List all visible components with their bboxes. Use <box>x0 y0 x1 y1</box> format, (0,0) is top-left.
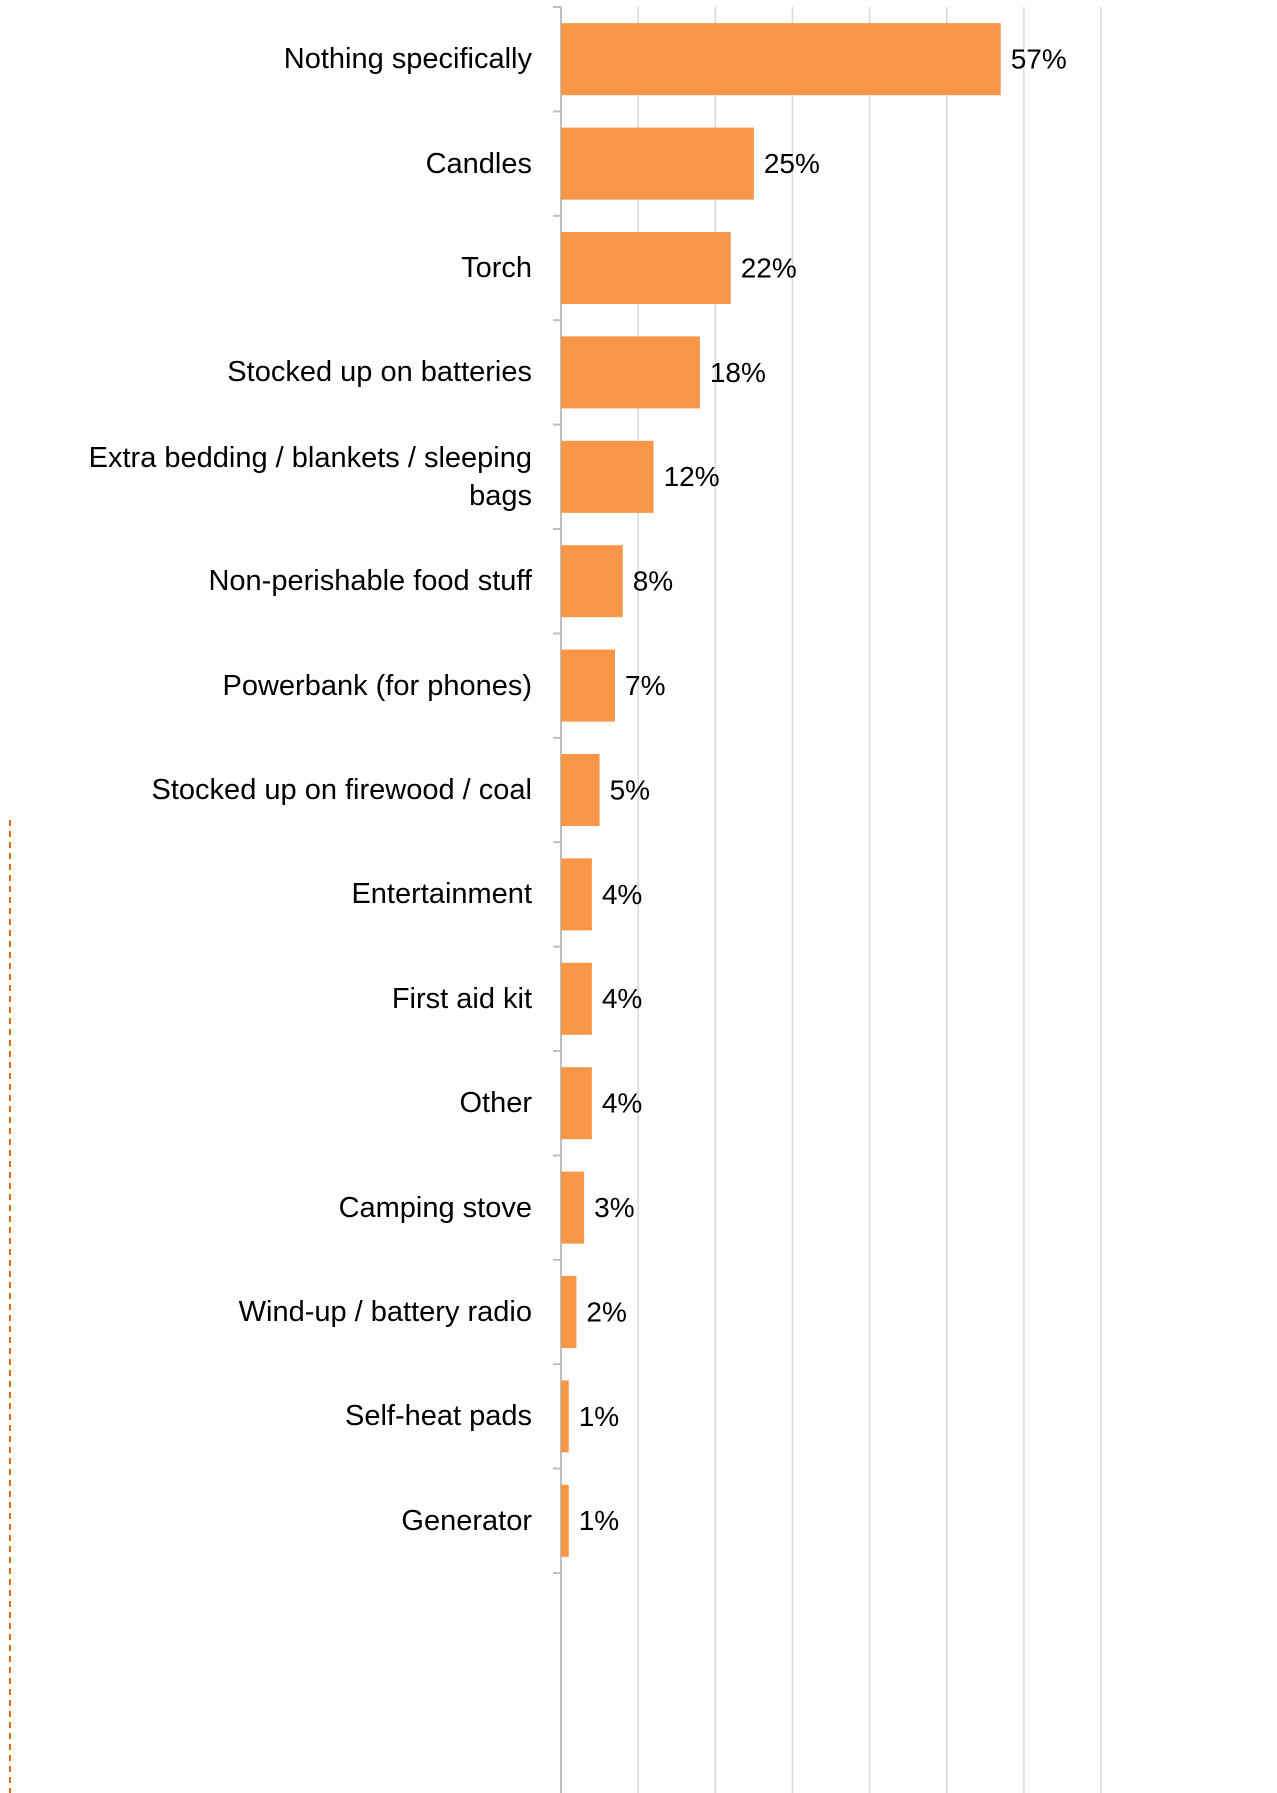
data-label: 18% <box>710 357 766 388</box>
category-label: Other <box>459 1087 532 1120</box>
data-label: 8% <box>633 566 673 597</box>
data-label: 4% <box>602 983 642 1014</box>
data-label: 1% <box>579 1401 619 1432</box>
category-label: Extra bedding / blankets / sleeping bags <box>88 441 532 512</box>
data-label: 12% <box>664 461 720 492</box>
data-label: 1% <box>579 1505 619 1536</box>
data-label: 25% <box>764 148 820 179</box>
category-label: Stocked up on firewood / coal <box>151 774 532 806</box>
bar <box>561 1380 569 1453</box>
data-label: 57% <box>1011 44 1067 75</box>
bar <box>561 127 754 200</box>
bar <box>561 545 623 618</box>
category-label: Camping stove <box>338 1191 532 1224</box>
bar <box>561 858 592 931</box>
data-label: 4% <box>602 1088 642 1119</box>
bar <box>561 1276 577 1348</box>
category-label: First aid kit <box>391 982 532 1015</box>
bar <box>561 754 600 826</box>
bar <box>561 1067 592 1140</box>
bar <box>561 962 592 1035</box>
category-label: Non-perishable food stuff <box>208 565 532 598</box>
bar <box>561 1484 569 1557</box>
category-label: Candles <box>425 147 532 180</box>
category-label: Torch <box>461 252 532 284</box>
data-label: 2% <box>586 1296 626 1327</box>
data-label: 7% <box>625 670 665 701</box>
bar <box>561 1171 585 1244</box>
bar <box>561 23 1001 96</box>
data-label: 5% <box>610 774 650 805</box>
category-label: Self-heat pads <box>344 1400 532 1433</box>
category-label: Generator <box>401 1504 532 1537</box>
bar <box>561 232 731 304</box>
category-label: Entertainment <box>351 878 532 911</box>
data-label: 22% <box>741 252 797 283</box>
data-label: 3% <box>594 1192 634 1223</box>
category-label: Wind-up / battery radio <box>238 1296 532 1328</box>
bar <box>561 440 654 513</box>
bar <box>561 649 615 722</box>
category-label: Stocked up on batteries <box>227 356 532 389</box>
bar <box>561 336 700 409</box>
data-label: 4% <box>602 879 642 910</box>
category-label: Powerbank (for phones) <box>222 669 533 702</box>
category-label: Nothing specifically <box>283 43 532 76</box>
